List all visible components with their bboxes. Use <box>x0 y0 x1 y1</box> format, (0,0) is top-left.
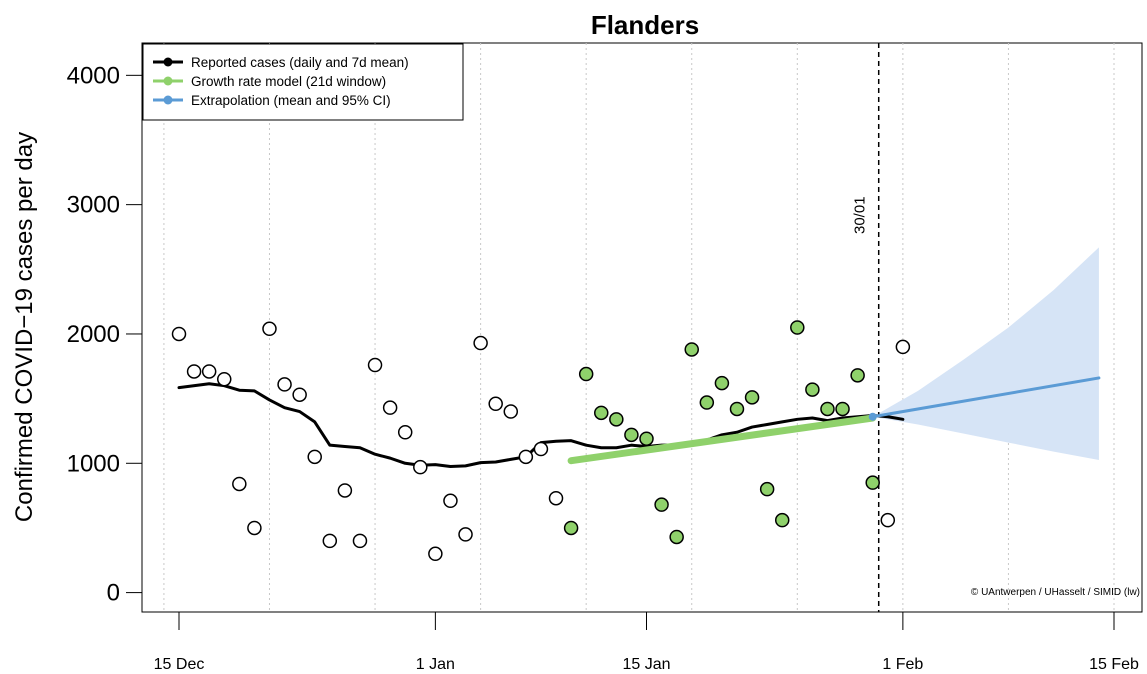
data-point <box>352 533 368 549</box>
data-point <box>397 424 413 440</box>
data-point <box>503 404 519 419</box>
y-tick-label: 3000 <box>67 192 120 219</box>
data-point-fitted <box>774 512 790 528</box>
legend-label-extrapolation: Extrapolation (mean and 95% CI) <box>191 93 391 108</box>
legend-marker-model <box>163 76 173 86</box>
data-point <box>548 490 564 506</box>
legend-marker-extrapolation <box>163 95 173 105</box>
data-point <box>533 441 549 457</box>
legend-label-reported: Reported cases (daily and 7d mean) <box>191 55 409 70</box>
extrapolation-start-point <box>868 412 877 421</box>
ci-band-layer <box>872 247 1099 461</box>
data-point-fitted <box>820 401 835 417</box>
data-point <box>292 387 307 402</box>
series-line-7d-mean <box>177 382 905 469</box>
x-tick-label: 1 Jan <box>416 656 455 673</box>
chart-title: Flanders <box>591 10 699 40</box>
reference-line-layer: 30/01 <box>852 43 880 612</box>
data-point-fitted <box>609 412 624 427</box>
data-point <box>262 321 277 337</box>
data-points <box>171 320 911 562</box>
y-axis-label: Confirmed COVID−19 cases per day <box>11 132 38 522</box>
data-point-fitted <box>669 529 684 545</box>
data-point <box>277 377 292 392</box>
x-tick-label: 15 Dec <box>154 656 205 673</box>
data-point <box>367 357 383 373</box>
data-point-fitted <box>624 427 639 443</box>
legend-box <box>142 43 464 121</box>
legend-label-model: Growth rate model (21d window) <box>191 74 386 89</box>
data-point-fitted <box>790 320 805 335</box>
data-point <box>186 364 202 379</box>
legend-marker-reported <box>163 57 173 67</box>
data-point-fitted <box>714 375 730 391</box>
data-point <box>428 546 443 562</box>
data-point-fitted <box>699 395 715 410</box>
x-axis: 15 Dec 1 Jan 15 Jan 1 Feb 15 Feb <box>154 612 1139 673</box>
data-point-fitted <box>639 431 654 446</box>
data-point <box>443 493 458 509</box>
y-axis: 0 1000 2000 3000 4000 <box>67 62 142 607</box>
data-point-fitted <box>594 405 609 421</box>
data-point <box>307 449 322 465</box>
data-point-fitted <box>744 390 760 405</box>
data-point <box>382 400 398 415</box>
data-point-fitted <box>835 401 850 417</box>
data-point-fitted <box>850 368 865 383</box>
data-point-fitted <box>684 342 699 357</box>
series-lines <box>177 376 1101 469</box>
legend: Reported cases (daily and 7d mean) Growt… <box>142 43 464 121</box>
data-point-fitted <box>563 520 579 536</box>
data-point-fitted <box>654 497 669 512</box>
credit-text: © UAntwerpen / UHasselt / SIMID (lw) <box>971 587 1140 598</box>
data-point <box>247 520 262 536</box>
y-tick-label: 1000 <box>67 450 120 477</box>
data-point-fitted <box>578 366 594 382</box>
data-point <box>458 527 473 542</box>
data-point <box>473 335 488 351</box>
data-point <box>216 371 232 387</box>
ci-band <box>872 247 1099 461</box>
y-tick-label: 0 <box>107 580 120 607</box>
data-point <box>171 326 187 342</box>
data-point <box>337 483 353 498</box>
data-point-fitted <box>759 481 775 497</box>
data-point-fitted <box>729 401 745 417</box>
data-point <box>488 396 503 412</box>
x-tick-label: 15 Jan <box>622 656 670 673</box>
reference-line-label: 30/01 <box>852 196 869 234</box>
data-point <box>232 476 247 492</box>
y-tick-label: 2000 <box>67 321 120 348</box>
data-point <box>518 449 534 465</box>
y-tick-label: 4000 <box>67 62 120 89</box>
x-tick-label: 1 Feb <box>882 656 923 673</box>
data-point-fitted <box>865 475 880 490</box>
grid-lines <box>163 43 1115 612</box>
data-point <box>413 459 428 475</box>
data-point <box>322 533 338 549</box>
data-point <box>895 339 911 355</box>
data-point <box>201 364 217 379</box>
data-point <box>880 512 896 528</box>
data-point-fitted <box>805 382 820 397</box>
plot-area <box>141 42 1143 613</box>
series-line-extrapolation <box>871 376 1101 419</box>
x-tick-label: 15 Feb <box>1089 656 1139 673</box>
series-line-growth-model <box>567 414 877 465</box>
